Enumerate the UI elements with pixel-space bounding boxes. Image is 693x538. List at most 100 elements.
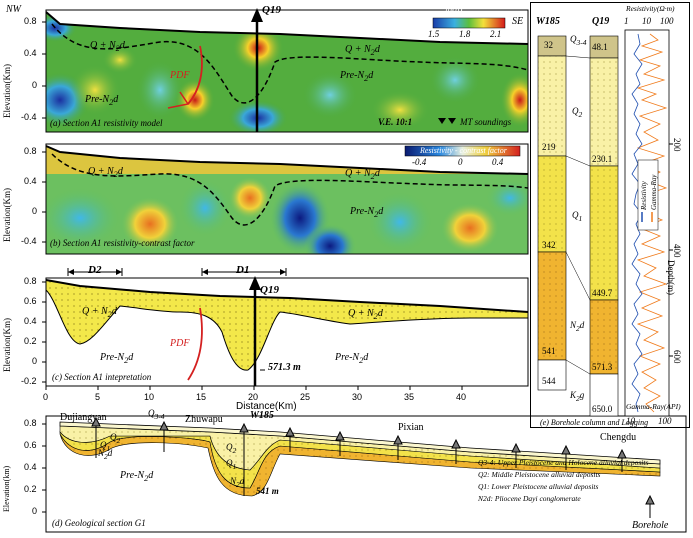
panel-e-caption: (e) Borehole column and Logging <box>540 418 649 427</box>
gamma-axis-label: Gamma-Ray(API) <box>626 402 681 411</box>
y-tick: 0.6 <box>24 440 37 450</box>
y-tick: 0.8 <box>24 276 37 286</box>
x-axis-label: Distance(Km) <box>236 401 297 412</box>
colorbar-tick: 1.5 <box>428 29 440 39</box>
y-tick: 0.4 <box>24 48 37 58</box>
unit-label: Q3-4 <box>570 34 587 47</box>
panel-c-caption: (c) Section A1 intepretation <box>52 372 152 382</box>
unit-label: K2g <box>570 390 585 403</box>
y-tick: 0 <box>32 356 38 366</box>
unit-label: Q3-4 <box>148 408 165 421</box>
unit-label: Q1 <box>226 458 237 471</box>
w185-depth: 32 <box>544 40 553 50</box>
w185-depth: 219 <box>542 142 556 152</box>
ve-label: V.E. 10:1 <box>378 117 413 127</box>
nw-label: NW <box>6 4 21 15</box>
depth-tick: 400 <box>672 244 682 258</box>
x-tick: 0 <box>43 392 49 402</box>
depth-tick: 600 <box>672 350 682 364</box>
colorbar-tick: 0.4 <box>492 157 504 167</box>
q19-label: Q19 <box>262 4 281 16</box>
res-tick: 1 <box>624 16 629 26</box>
place-label: Chengdu <box>600 432 637 443</box>
q19-depth: 48.1 <box>592 42 608 52</box>
q19-depth: 230.1 <box>592 154 613 164</box>
legend-item: Q3-4: Upper Pleistocene and Holocene all… <box>478 458 649 467</box>
y-axis-label: Elevation(Km) <box>2 188 12 242</box>
panel-b-contrast-factor: Resistivity - contrast factor -0.4 0 0.4… <box>0 138 540 258</box>
legend-resistivity: Resistivity <box>640 181 648 210</box>
y-tick: 0 <box>32 506 38 516</box>
panel-e-frame <box>530 2 690 428</box>
unit-label: Pre-N2d <box>350 206 384 219</box>
depth-label: 541 m <box>256 486 279 496</box>
y-tick: -0.2 <box>21 376 37 386</box>
y-tick: 0.4 <box>24 176 37 186</box>
panel-a-figure <box>42 8 529 133</box>
unit-label: N2d <box>230 476 245 489</box>
panel-e-borehole: W185 Q19 32 219 342 541 544 48.1 230.1 4… <box>530 0 693 430</box>
x-tick: 20 <box>248 392 259 402</box>
y-tick: 0.6 <box>24 296 37 306</box>
unit-label: N2d <box>98 448 113 461</box>
y-tick: 0.8 <box>24 146 37 156</box>
unit-label: Q + N2d <box>345 168 380 181</box>
y-tick: -0.4 <box>21 112 37 122</box>
resistivity-axis-label: Resistivity(Ω·m) <box>626 4 675 13</box>
y-tick: 0.4 <box>24 462 37 472</box>
pdf-label: PDF <box>170 70 190 81</box>
unit-label: Q + N2d <box>88 166 123 179</box>
place-label: Dujiangyan <box>60 412 107 423</box>
place-label: Zhuwapu <box>185 414 223 425</box>
depth-tick: 200 <box>672 138 682 152</box>
x-tick: 30 <box>352 392 363 402</box>
w185-depth: 541 <box>542 346 556 356</box>
unit-label: Pre-N2d <box>100 352 134 365</box>
panel-c-figure <box>42 268 529 390</box>
res-tick: 10 <box>642 16 651 26</box>
gamma-tick: 100 <box>658 416 672 426</box>
unit-label: Q1 <box>572 210 583 223</box>
mt-label: MT soundings <box>460 117 512 127</box>
panel-e-figure <box>537 29 673 417</box>
colorbar-title: lg(ρ) <box>445 5 463 15</box>
gamma-tick: 10 <box>626 416 635 426</box>
w185-depth: 342 <box>542 240 556 250</box>
legend: Q3-4: Upper Pleistocene and Holocene all… <box>478 458 688 503</box>
y-tick: 0 <box>32 80 38 90</box>
panel-b-figure <box>42 143 529 255</box>
legend-gamma: Gamma-Ray <box>650 174 658 210</box>
y-axis-label: Elevation(Km) <box>2 64 12 118</box>
y-tick: 0.4 <box>24 316 37 326</box>
unit-label: Q + N2d <box>345 44 380 57</box>
q19-column-title: Q19 <box>592 16 610 27</box>
res-tick: 100 <box>660 16 674 26</box>
colorbar-tick: 2.1 <box>490 29 502 39</box>
legend-item: N2d: Pliocene Dayi conglomerate <box>478 494 581 503</box>
se-label: SE <box>512 16 524 27</box>
colorbar-tick: -0.4 <box>412 157 427 167</box>
y-tick: 0.2 <box>24 336 37 346</box>
unit-label: Q + N2d <box>82 306 117 319</box>
x-tick: 40 <box>456 392 467 402</box>
unit-label: Q2 <box>226 442 237 455</box>
q19-label: Q19 <box>260 284 279 296</box>
panel-d-figure <box>42 415 687 533</box>
colorbar-tick: 0 <box>458 157 463 167</box>
x-tick: 25 <box>300 392 311 402</box>
borehole-legend: Borehole <box>632 520 669 531</box>
x-tick: 10 <box>144 392 155 402</box>
d2-label: D2 <box>88 264 102 276</box>
y-tick: 0.2 <box>24 484 37 494</box>
unit-label: Pre-N2d <box>85 94 119 107</box>
y-tick: -0.4 <box>21 236 37 246</box>
unit-label: Pre-N2d <box>340 70 374 83</box>
unit-label: Pre-N2d <box>120 470 154 483</box>
panel-d-caption: (d) Geological section G1 <box>52 518 146 528</box>
panel-c-interpretation: D2 D1 Q19 Q + N2d Q + N2d Pre-N2d Pre-N2… <box>0 262 540 412</box>
w185-depth: 544 <box>542 376 556 386</box>
panel-b-caption: (b) Section A1 resistivity-contrast fact… <box>50 238 195 248</box>
unit-label: Q + N2d <box>90 40 125 53</box>
colorbar-title: Resistivity - contrast factor <box>420 146 507 155</box>
legend-item: Q2: Middle Pleistocene alluvial deposits <box>478 470 601 479</box>
